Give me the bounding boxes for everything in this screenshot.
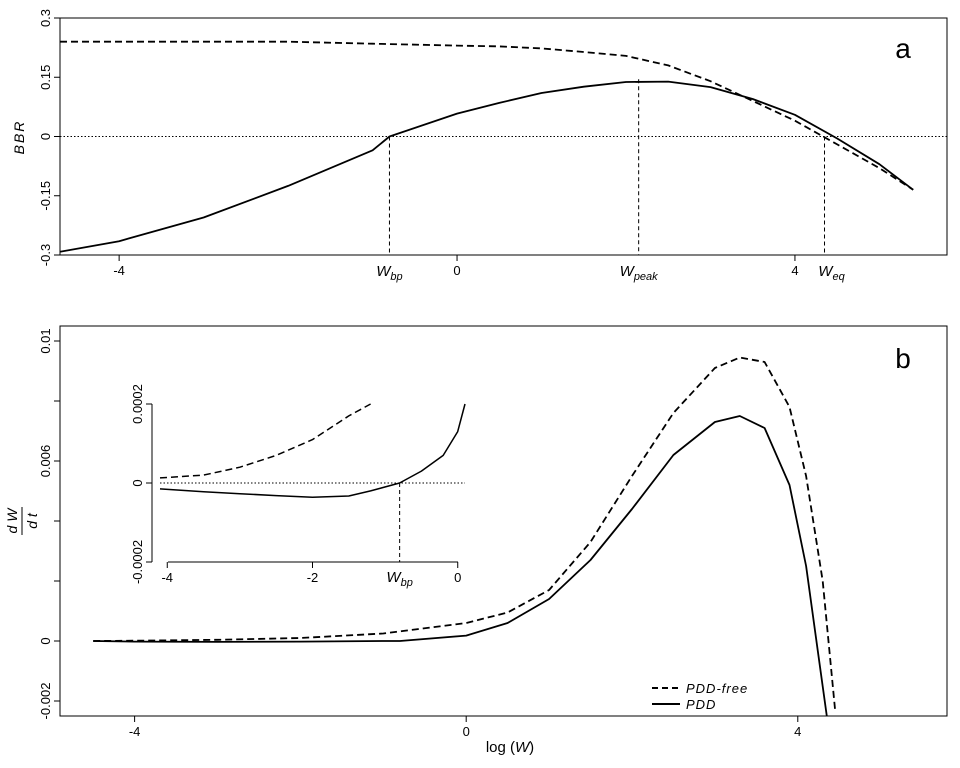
panel-b-xtick-label: -4 [129,724,141,739]
panel-a-xtick-label: 4 [791,263,798,278]
panel-b-label: b [895,343,911,374]
panel-b-series-solid-1 [93,415,828,716]
panel-a-bp-marker-label: Wbp [376,263,402,283]
panel-b-ytick-label: 0 [38,637,53,644]
inset-xtick-label: 0 [454,570,461,585]
panel-a-series-solid-1 [60,80,914,253]
panel-b-ytick-label: -0.002 [38,683,53,720]
inset-ytick-label: 0.0002 [130,384,145,424]
panel-b-xtick-label: 0 [463,724,470,739]
panel-b-series-dashed-0 [93,356,836,711]
inset-ytick-label: -0.0002 [130,540,145,584]
panel-b-ylabel-numerator: d W [4,507,20,534]
panel-b-ylabel-denominator: d t [24,512,40,529]
panel-a-xtick-label: 0 [453,263,460,278]
panel-b-plot: -0.002 0 0.006 0.01 -4 0 4 [38,328,836,739]
inset-xtick-label: -4 [161,570,173,585]
panel-a-ytick-label: -0.3 [38,244,53,266]
panel-b-ytick-label: 0.01 [38,328,53,353]
inset-ytick-label: 0 [130,479,145,486]
panel-a-plot: Wbp Wpeak Weq -0.3 -0.15 0 0.15 0.3 -4 0 4 [38,9,947,283]
inset-plot: Wbp -0.0002 0 0.0002 -4 -2 0 [130,384,466,589]
legend: PDD-free PDD [652,681,748,712]
panel-a-peak-marker-label: Wpeak [620,263,659,283]
panel-a-label: a [895,33,911,64]
inset-xtick-label: -2 [307,570,319,585]
panel-a-ytick-label: -0.15 [38,181,53,211]
legend-label-pdd: PDD [686,697,716,712]
panel-a-ytick-label: 0 [38,133,53,140]
panel-a: Wbp Wpeak Weq -0.3 -0.15 0 0.15 0.3 -4 0 4 a BBR [11,9,948,283]
panel-b-ylabel: d W d t [4,507,40,535]
inset-bp-marker-label: Wbp [386,569,412,589]
panel-b-xlabel: log (W) [486,739,534,756]
panel-a-ytick-label: 0.3 [38,9,53,27]
panel-a-eq-marker-label: Weq [818,263,845,283]
legend-label-pdd-free: PDD-free [686,681,748,696]
panel-b-xtick-label: 4 [794,724,801,739]
panel-a-xtick-label: -4 [113,263,125,278]
panel-a-ytick-label: 0.15 [38,65,53,90]
inset-series-dashed-0 [159,403,371,479]
panel-a-ylabel: BBR [11,120,27,155]
panel-a-series-dashed-0 [60,40,914,191]
panel-b-ytick-label: 0.006 [38,445,53,478]
panel-b: -0.002 0 0.006 0.01 -4 0 4 b d W d t log (W) W… [4,325,948,756]
inset-series-solid-1 [159,403,466,498]
